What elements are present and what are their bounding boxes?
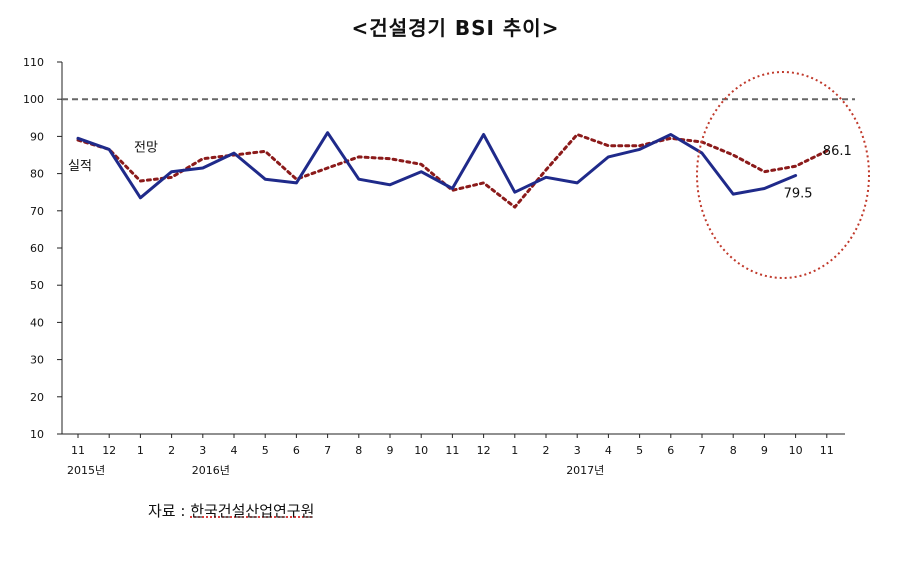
x-tick-label: 3 — [199, 444, 206, 457]
x-tick-label: 10 — [414, 444, 428, 457]
y-tick-label: 20 — [30, 391, 44, 404]
y-tick-label: 100 — [23, 93, 44, 106]
y-tick-label: 30 — [30, 354, 44, 367]
chart-title: <건설경기 BSI 추이> — [351, 16, 560, 40]
x-tick-label: 5 — [636, 444, 643, 457]
source-org: 한국건설산업연구원 — [190, 502, 315, 520]
source-label: 자료 : — [148, 502, 191, 520]
x-year-label: 2017년 — [566, 464, 604, 477]
series-actual-line — [76, 131, 798, 200]
x-tick-label: 3 — [574, 444, 581, 457]
x-tick-label: 8 — [730, 444, 737, 457]
y-tick-label: 40 — [30, 316, 44, 329]
x-tick-label: 6 — [293, 444, 300, 457]
x-tick-label: 5 — [262, 444, 269, 457]
x-tick-label: 2 — [168, 444, 175, 457]
annotations: 실적 전망 86.1 79.5 — [68, 71, 870, 279]
y-tick-label: 110 — [23, 56, 44, 69]
forecast-series-label: 전망 — [134, 140, 158, 155]
highlight-circle — [696, 71, 870, 279]
x-tick-label: 2 — [543, 444, 550, 457]
x-tick-label: 7 — [324, 444, 331, 457]
y-axis: 10 20 30 40 50 60 70 80 90 100 110 — [23, 56, 63, 441]
x-tick-label: 10 — [789, 444, 803, 457]
x-tick-label: 11 — [71, 444, 85, 457]
forecast-end-label: 86.1 — [823, 144, 852, 159]
x-tick-label: 11 — [820, 444, 834, 457]
y-tick-label: 90 — [30, 130, 44, 143]
x-tick-label: 12 — [477, 444, 491, 457]
x-tick-label: 11 — [445, 444, 459, 457]
x-tick-label: 9 — [761, 444, 768, 457]
x-tick-label: 1 — [137, 444, 144, 457]
y-tick-label: 80 — [30, 168, 44, 181]
x-tick-label: 1 — [511, 444, 518, 457]
y-tick-label: 70 — [30, 205, 44, 218]
y-tick-label: 10 — [30, 428, 44, 441]
x-year-label: 2015년 — [67, 464, 105, 477]
x-tick-label: 4 — [231, 444, 238, 457]
x-tick-label: 6 — [667, 444, 674, 457]
x-tick-label: 9 — [387, 444, 394, 457]
actual-end-label: 79.5 — [784, 186, 813, 201]
x-tick-label: 12 — [102, 444, 116, 457]
series-lines — [76, 131, 829, 209]
x-tick-label: 4 — [605, 444, 612, 457]
y-tick-label: 60 — [30, 242, 44, 255]
source-note: 자료 : 한국건설산업연구원 — [148, 500, 314, 521]
x-year-label: 2016년 — [192, 464, 230, 477]
actual-series-label: 실적 — [68, 159, 92, 174]
y-tick-label: 50 — [30, 279, 44, 292]
x-tick-label: 7 — [699, 444, 706, 457]
x-tick-label: 8 — [355, 444, 362, 457]
